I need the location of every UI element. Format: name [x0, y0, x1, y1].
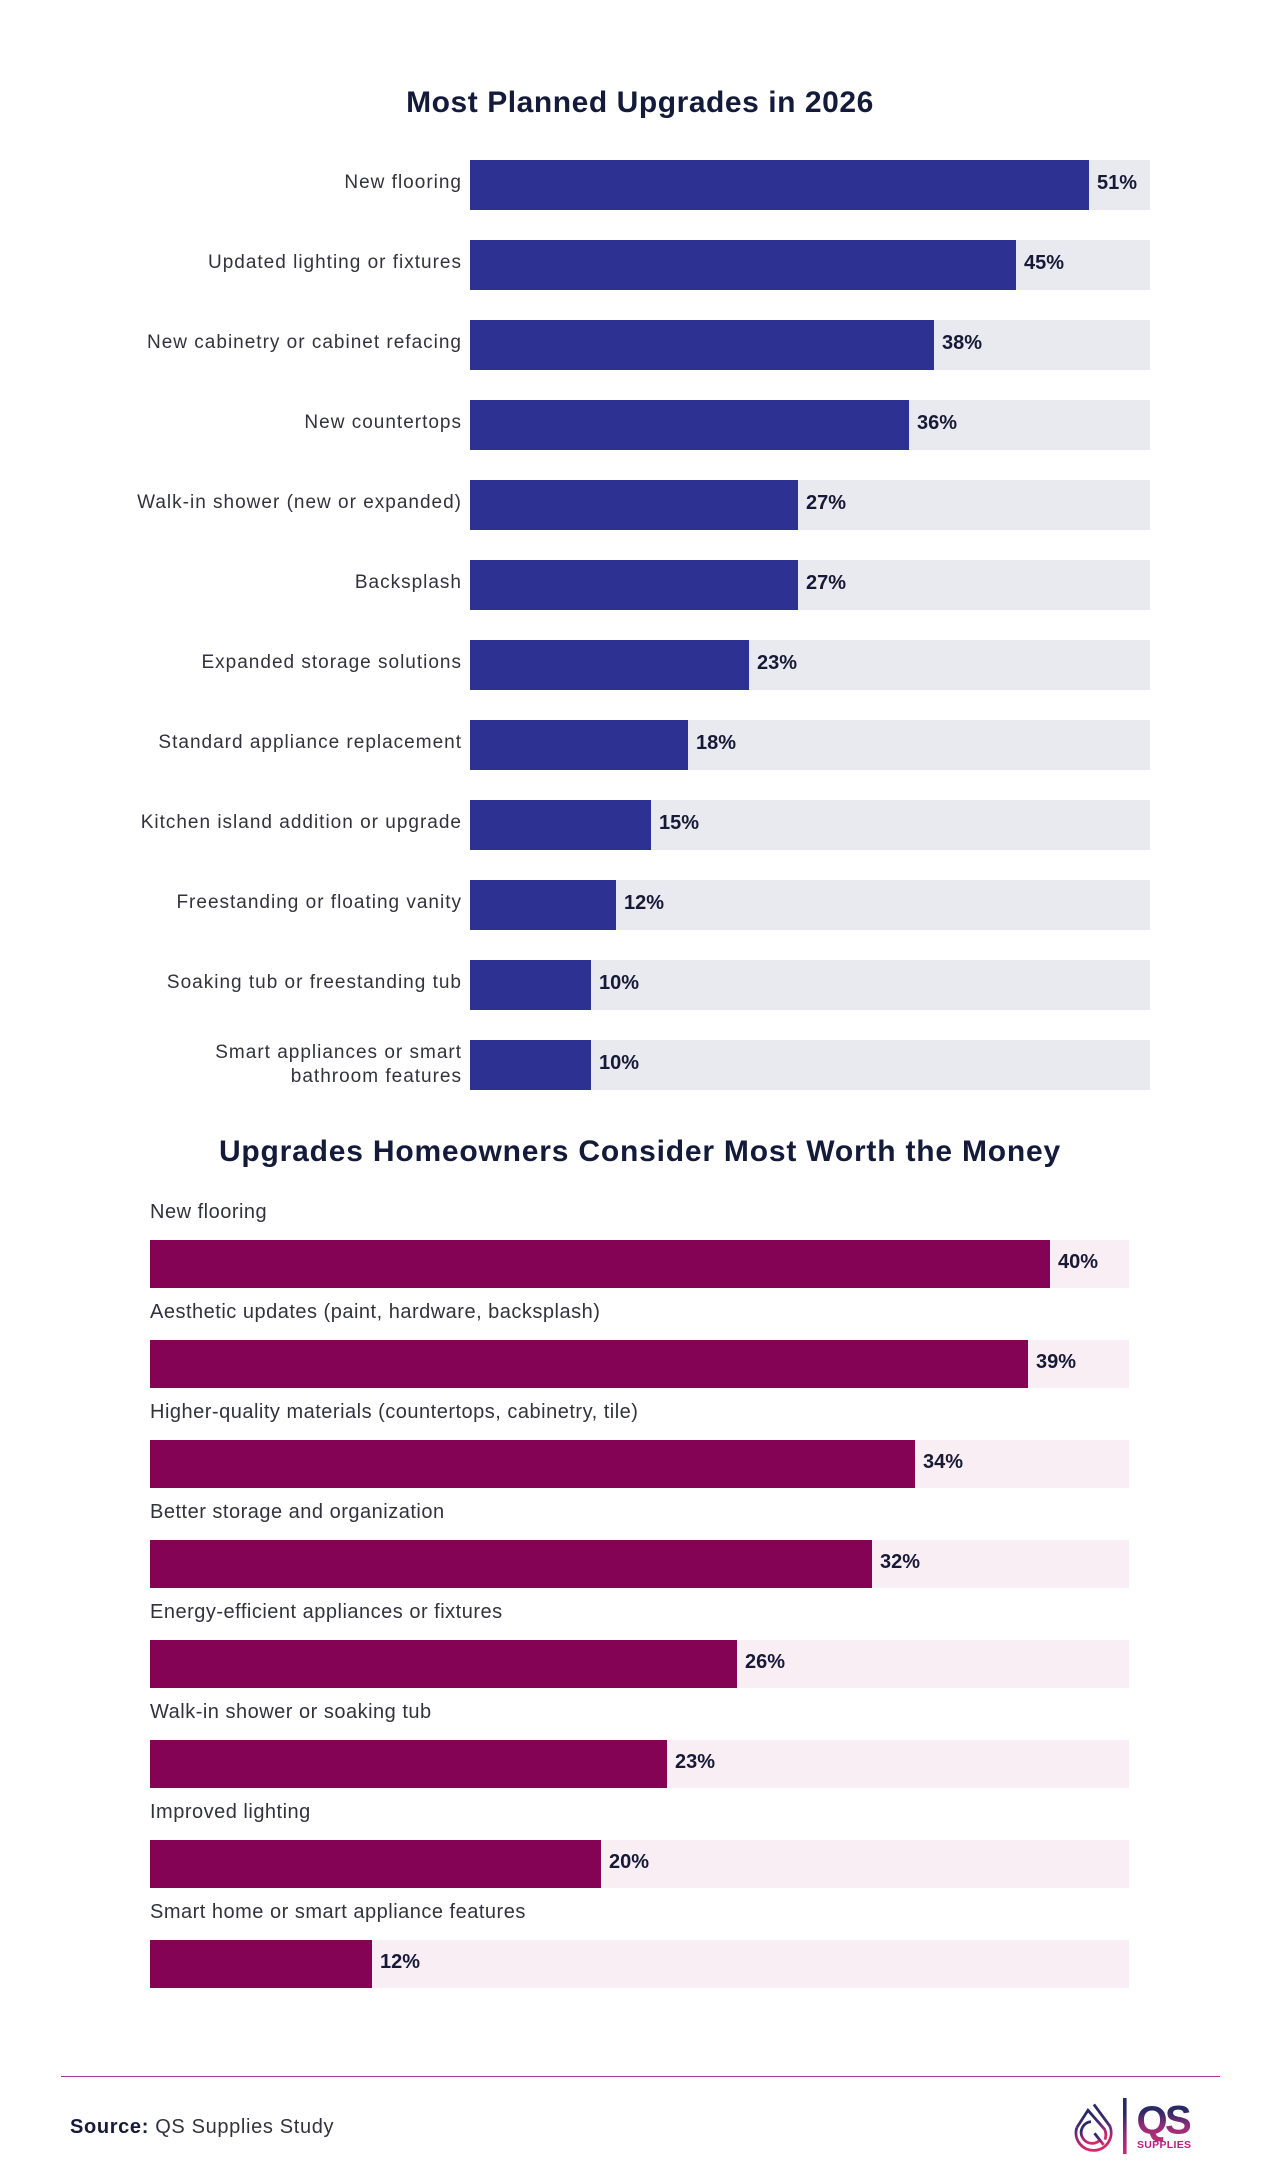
svg-text:SUPPLIES: SUPPLIES — [1137, 2139, 1191, 2151]
svg-text:QS: QS — [1137, 2098, 1192, 2142]
